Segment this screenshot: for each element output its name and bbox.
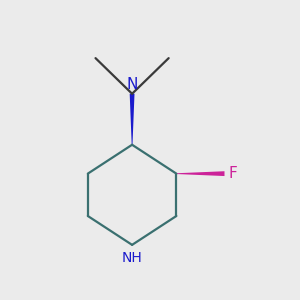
Text: NH: NH bbox=[122, 250, 142, 265]
Text: F: F bbox=[228, 166, 237, 181]
Polygon shape bbox=[176, 171, 224, 176]
Polygon shape bbox=[130, 94, 134, 145]
Text: N: N bbox=[126, 77, 138, 92]
